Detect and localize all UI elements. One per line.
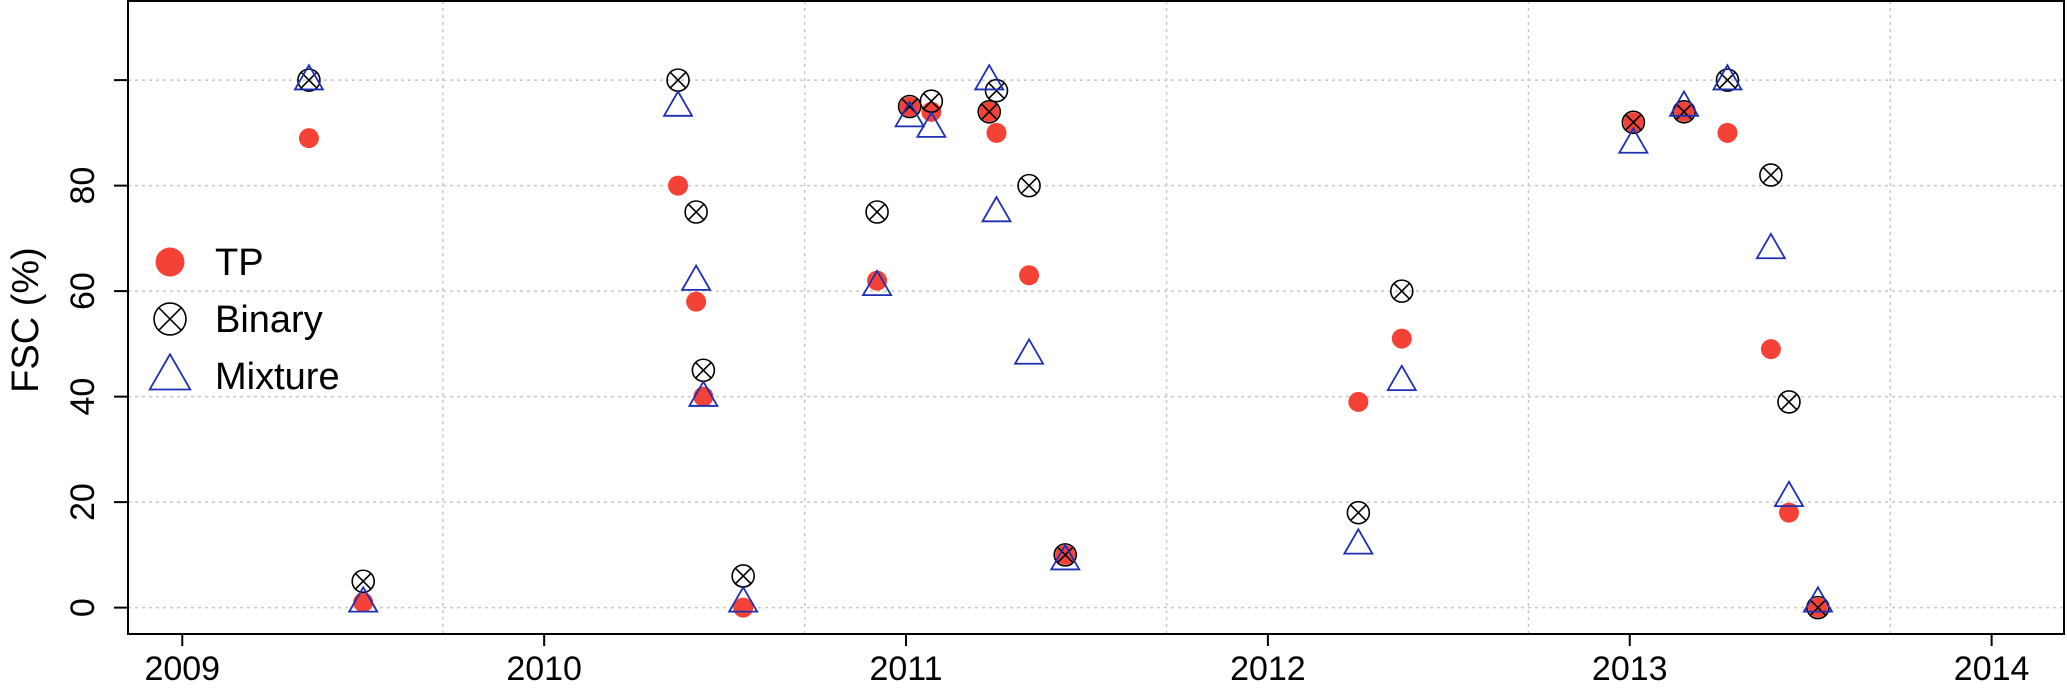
series-binary xyxy=(297,68,1830,620)
binary-point xyxy=(977,99,1002,124)
x-tick-label: 2014 xyxy=(1954,650,2030,688)
mixture-point xyxy=(687,379,719,407)
mixture-point xyxy=(1013,337,1045,365)
y-tick-label: 40 xyxy=(64,378,102,416)
binary-point xyxy=(351,569,376,594)
mixture-point xyxy=(973,63,1005,91)
mixture-point xyxy=(980,195,1013,223)
x-tick-label: 2010 xyxy=(506,650,582,688)
y-tick-label: 80 xyxy=(64,167,102,205)
axes: 2009 2010 2011 2012 2013 2014 0 20 40 60 80 xyxy=(64,79,2030,688)
tp-point xyxy=(298,128,319,149)
mixture-point xyxy=(915,110,947,138)
x-tick-label: 2012 xyxy=(1230,650,1306,688)
binary-point xyxy=(1759,163,1783,187)
mixture-point xyxy=(1049,543,1081,571)
tp-point xyxy=(1019,265,1040,286)
legend: TP Binary Mixture xyxy=(148,242,340,398)
mixture-point xyxy=(1755,232,1787,260)
y-tick-label: 20 xyxy=(64,483,102,521)
mixture-point xyxy=(1773,480,1805,508)
legend-label: Binary xyxy=(215,299,323,341)
plot-frame xyxy=(127,0,2065,635)
mixture-point xyxy=(1668,89,1700,117)
binary-point xyxy=(1389,279,1414,303)
tp-point xyxy=(1717,122,1738,143)
tp-point xyxy=(353,592,374,613)
tp-point xyxy=(1778,502,1799,523)
legend-item-binary: Binary xyxy=(153,299,323,341)
tp-point xyxy=(1760,339,1781,360)
mixture-point xyxy=(1802,585,1834,613)
x-tick-label: 2011 xyxy=(869,650,942,688)
legend-label: TP xyxy=(215,242,264,284)
binary-point xyxy=(691,358,716,383)
tp-point xyxy=(867,270,888,291)
mixture-point xyxy=(662,89,694,117)
binary-point xyxy=(984,78,1009,103)
legend-item-mixture: Mixture xyxy=(148,352,340,398)
binary-point xyxy=(684,200,708,224)
tp-point xyxy=(1391,328,1412,349)
legend-marker-tp xyxy=(155,247,185,277)
binary-point xyxy=(731,564,755,588)
data-points xyxy=(293,63,1834,620)
legend-item-tp: TP xyxy=(155,242,264,284)
mixture-point xyxy=(861,269,893,297)
series-tp xyxy=(298,96,1828,618)
mixture-point xyxy=(347,585,379,613)
mixture-point xyxy=(1711,63,1744,91)
y-tick-label: 0 xyxy=(64,598,102,617)
binary-point xyxy=(865,200,889,224)
binary-point xyxy=(1777,390,1801,414)
binary-point xyxy=(666,68,690,92)
legend-marker-binary xyxy=(153,302,187,336)
tp-point xyxy=(686,291,707,312)
mixture-point xyxy=(680,263,712,291)
legend-marker-mixture xyxy=(148,352,192,391)
binary-point xyxy=(1017,173,1041,198)
y-axis-label: FSC (%) xyxy=(5,247,47,393)
tp-point xyxy=(668,175,689,196)
tp-point xyxy=(693,386,714,407)
mixture-point xyxy=(727,585,759,613)
mixture-point xyxy=(1617,126,1649,154)
series-mixture xyxy=(293,63,1834,613)
binary-point xyxy=(1346,500,1371,525)
mixture-point xyxy=(293,63,325,91)
y-tick-label: 60 xyxy=(64,272,102,310)
tp-point xyxy=(733,597,754,618)
x-tick-label: 2009 xyxy=(144,650,220,688)
mixture-point xyxy=(1342,527,1374,555)
tp-point xyxy=(986,122,1007,143)
binary-point xyxy=(1621,110,1646,135)
tp-point xyxy=(1348,391,1369,412)
grid-lines xyxy=(128,1,2064,634)
mixture-point xyxy=(1386,363,1418,392)
legend-label: Mixture xyxy=(215,356,340,398)
mixture-point xyxy=(894,100,926,128)
x-tick-label: 2013 xyxy=(1592,650,1668,688)
